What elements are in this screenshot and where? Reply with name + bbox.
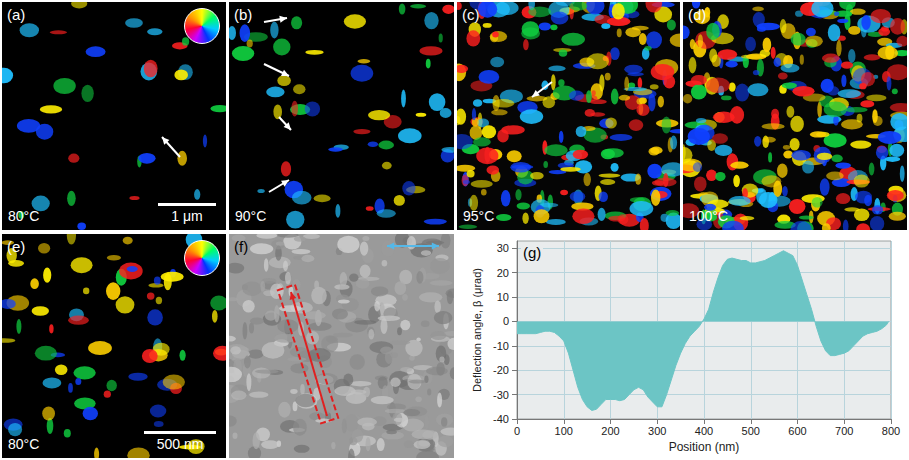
svg-text:Position (nm): Position (nm) [669, 440, 740, 454]
svg-text:800: 800 [882, 425, 900, 437]
html-text:(e): (e) [7, 238, 26, 255]
html-text:500 nm: 500 nm [156, 436, 204, 452]
svg-text:700: 700 [835, 425, 853, 437]
html-text:90°C: 90°C [235, 208, 267, 224]
svg-text:20: 20 [497, 267, 509, 279]
svg-text:500: 500 [742, 425, 760, 437]
svg-text:30: 30 [497, 242, 509, 254]
svg-text:-30: -30 [493, 389, 509, 401]
html-text:95°C: 95°C [463, 208, 495, 224]
html-text:(b): (b) [234, 6, 253, 23]
svg-text:Deflection angle, β (μrad): Deflection angle, β (μrad) [471, 268, 483, 392]
svg-text:-10: -10 [493, 340, 509, 352]
html-text:(f): (f) [234, 238, 249, 255]
html-text:80°C: 80°C [8, 436, 40, 452]
svg-text:10: 10 [497, 291, 509, 303]
svg-text:-20: -20 [493, 364, 509, 376]
svg-text:100: 100 [555, 425, 573, 437]
html-text:(g): (g) [523, 244, 542, 261]
svg-text:0: 0 [514, 425, 520, 437]
svg-text:-40: -40 [493, 413, 509, 425]
svg-text:0: 0 [503, 315, 509, 327]
svg-text:400: 400 [695, 425, 713, 437]
html-text:(d): (d) [688, 6, 707, 23]
html-text:80°C: 80°C [8, 208, 40, 224]
html-text:(a): (a) [7, 6, 26, 23]
html-text:(c): (c) [462, 6, 480, 23]
svg-text:300: 300 [648, 425, 666, 437]
svg-text:600: 600 [788, 425, 806, 437]
svg-text:200: 200 [601, 425, 619, 437]
html-text:100°C: 100°C [689, 208, 729, 224]
html-text:1 μm: 1 μm [171, 208, 203, 224]
